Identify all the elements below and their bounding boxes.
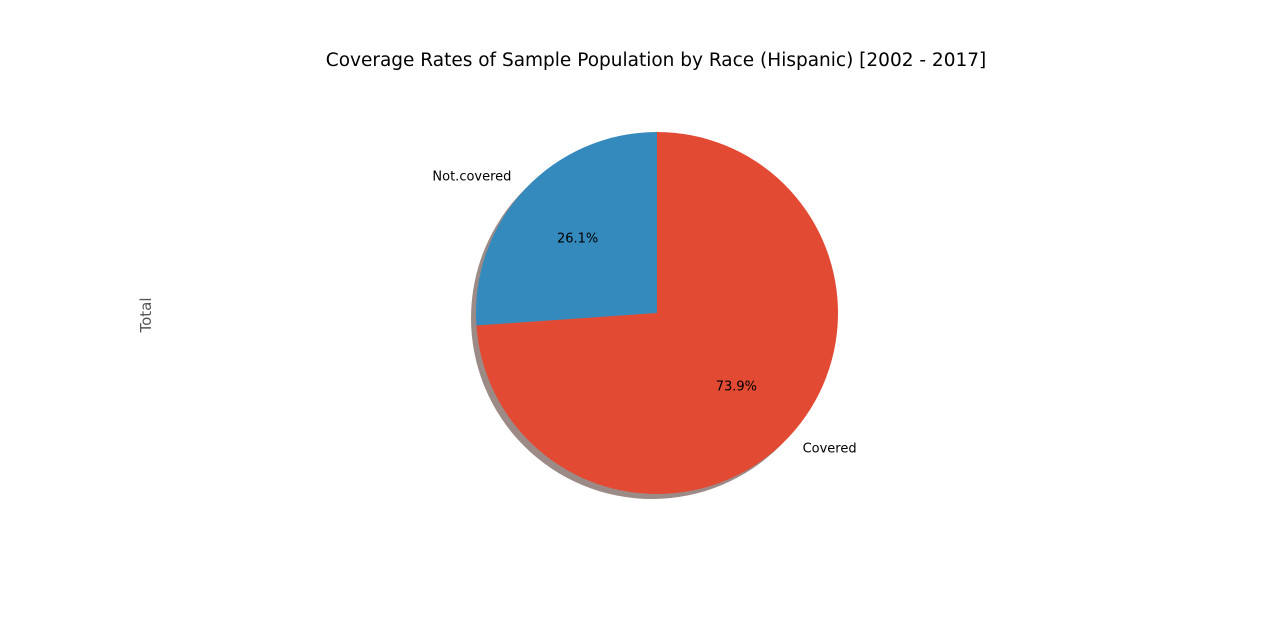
chart-title: Coverage Rates of Sample Population by R… (326, 50, 986, 71)
pie-slices (475, 132, 839, 494)
slice-label-covered: Covered (803, 441, 857, 456)
pie-labels: Not.covered 26.1% Covered 73.9% (432, 170, 856, 457)
slice-percent-covered: 73.9% (716, 380, 757, 395)
pie-slice-covered (476, 132, 839, 494)
slice-percent-not-covered: 26.1% (557, 231, 598, 246)
slice-label-not-covered: Not.covered (432, 170, 511, 185)
y-axis-label: Total (137, 297, 155, 333)
pie-slice-not-covered (475, 132, 657, 326)
